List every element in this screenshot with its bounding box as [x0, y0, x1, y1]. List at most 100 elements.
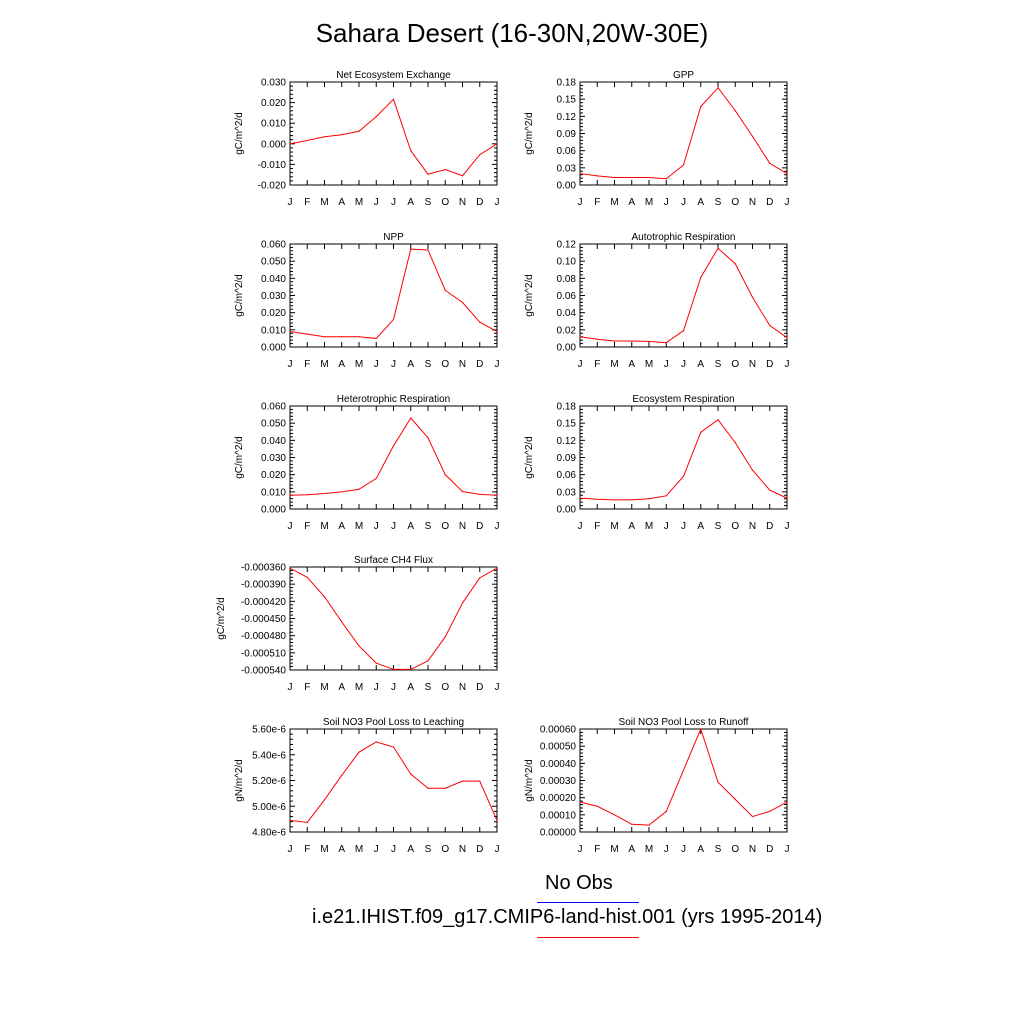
y-tick-label: 0.18 [557, 402, 577, 413]
legend-obs-label: No Obs [545, 872, 613, 894]
x-tick-label: J [681, 521, 686, 532]
data-point [682, 164, 685, 166]
data-point [341, 621, 343, 623]
x-tick-label: A [407, 521, 414, 532]
chart-panel-7: Surface CH4 Flux gC/m^2/d -0.000540 -0.0005… [216, 555, 500, 693]
x-tick-label: O [731, 521, 739, 532]
x-tick-label: J [374, 197, 379, 208]
data-point [461, 490, 464, 493]
x-tick-label: M [355, 359, 363, 370]
y-axis-label: gC/m^2/d [216, 597, 227, 640]
y-tick-label: 0.15 [557, 419, 577, 430]
series-line [289, 417, 498, 496]
data-point [769, 810, 771, 813]
x-tick-label: F [304, 682, 310, 693]
x-tick-label: O [731, 359, 739, 370]
data-point [496, 143, 498, 145]
x-tick-label: O [731, 844, 739, 855]
data-point [289, 330, 291, 333]
plot-frame [579, 728, 788, 833]
data-point [734, 442, 736, 444]
data-point [631, 340, 633, 342]
series-line [289, 567, 498, 670]
data-point [479, 577, 481, 579]
y-tick-label: 0.06 [557, 291, 577, 302]
y-tick-label: 0.000 [261, 505, 286, 516]
x-tick-label: A [407, 197, 414, 208]
data-point [461, 301, 464, 303]
data-point [375, 337, 377, 340]
y-tick-label: -0.010 [258, 160, 287, 171]
data-point [682, 769, 685, 771]
x-tick-label: M [320, 844, 328, 855]
x-tick-label: O [441, 521, 449, 532]
data-point [579, 172, 581, 175]
x-tick-label: N [459, 197, 466, 208]
x-tick-label: J [391, 844, 396, 855]
x-tick-label: M [610, 844, 618, 855]
data-point [613, 176, 616, 179]
plot-frame [289, 81, 498, 186]
x-tick-label: O [441, 359, 449, 370]
y-tick-label: 0.060 [261, 402, 286, 413]
chart-title: Surface CH4 Flux [354, 555, 433, 566]
x-tick-label: N [749, 844, 756, 855]
y-tick-label: 0.15 [557, 95, 577, 106]
y-tick-label: 0.010 [261, 119, 286, 130]
x-tick-label: F [304, 197, 310, 208]
data-point [496, 330, 498, 333]
data-point [289, 567, 291, 569]
x-tick-label: J [578, 197, 583, 208]
x-tick-label: M [645, 521, 653, 532]
y-tick-label: 0.050 [261, 257, 286, 268]
y-tick-label: 0.00020 [540, 793, 577, 804]
x-tick-label: M [610, 197, 618, 208]
x-tick-label: J [578, 844, 583, 855]
plot-frame [579, 243, 788, 348]
data-point [579, 336, 581, 338]
y-tick-label: 0.00010 [540, 810, 577, 821]
data-point [444, 168, 446, 171]
data-point [596, 175, 598, 177]
data-point [358, 751, 360, 753]
data-point [665, 178, 667, 180]
x-tick-label: J [288, 844, 293, 855]
y-axis-label: gC/m^2/d [524, 274, 535, 317]
chart-panel-2: GPP gC/m^2/d 0.00 0.03 0.06 0.09 0.12 0.15 0.18 J… [524, 70, 790, 208]
x-tick-label: J [664, 521, 669, 532]
x-tick-label: M [610, 359, 618, 370]
chart-panel-9: Soil NO3 Pool Loss to Runoff gN/m^2/d 0.00… [524, 717, 790, 855]
x-tick-label: D [476, 197, 483, 208]
x-tick-label: J [664, 359, 669, 370]
data-point [358, 130, 360, 132]
legend-obs-line [537, 902, 639, 903]
x-tick-label: J [288, 197, 293, 208]
x-tick-label: O [441, 844, 449, 855]
y-tick-label: 0.050 [261, 419, 286, 430]
y-tick-label: -0.020 [258, 181, 287, 192]
y-tick-label: 0.00060 [540, 725, 577, 736]
data-point [496, 819, 498, 822]
y-tick-label: 0.00000 [540, 828, 577, 839]
data-point [648, 498, 650, 500]
chart-title: Net Ecosystem Exchange [336, 70, 451, 81]
data-point [375, 741, 377, 743]
data-point [341, 774, 343, 776]
data-point [427, 249, 429, 251]
data-point [613, 814, 616, 816]
data-point [323, 336, 326, 338]
x-tick-label: J [391, 197, 396, 208]
chart-title: Soil NO3 Pool Loss to Runoff [619, 717, 749, 728]
x-tick-label: J [374, 521, 379, 532]
y-tick-label: -0.000420 [241, 597, 286, 608]
data-point [769, 162, 771, 164]
x-tick-label: N [459, 682, 466, 693]
data-point [461, 175, 464, 177]
data-point [323, 596, 326, 598]
y-tick-label: 0.18 [557, 78, 577, 89]
x-tick-label: J [681, 197, 686, 208]
x-tick-label: N [749, 197, 756, 208]
chart-title: NPP [383, 232, 404, 243]
y-tick-label: 0.020 [261, 308, 286, 319]
chart-panel-3: NPP gC/m^2/d 0.000 0.010 0.020 0.030 0.040 0.05… [234, 232, 500, 370]
